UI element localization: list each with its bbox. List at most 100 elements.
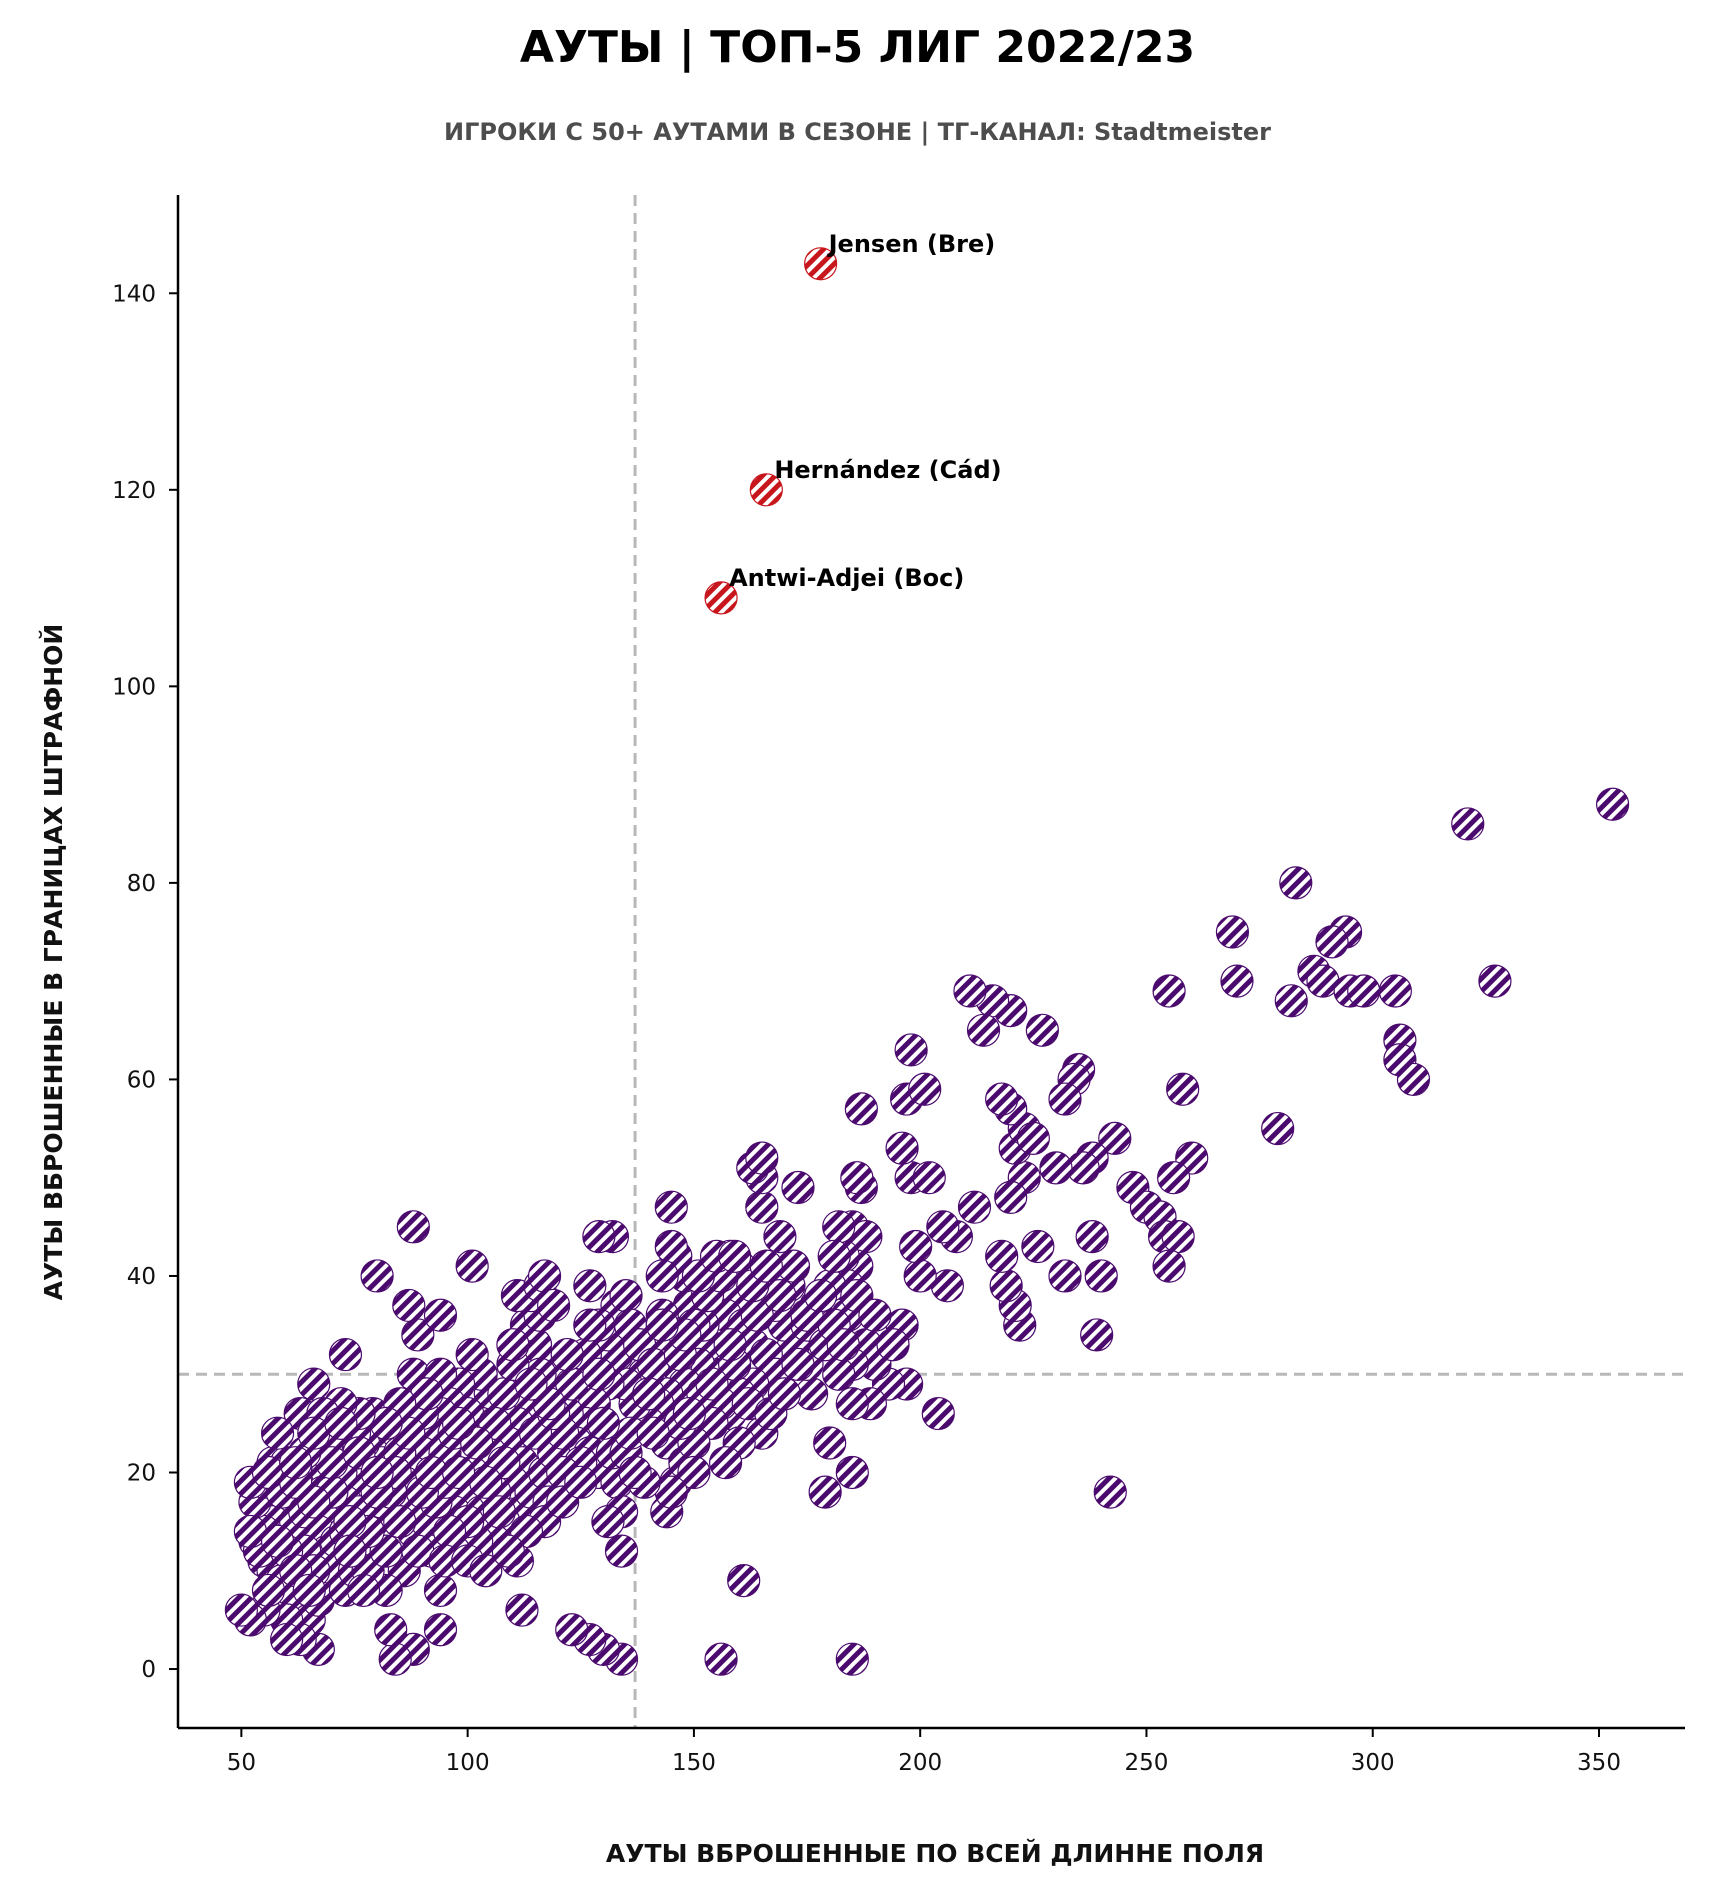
scatter-point: [260, 1524, 295, 1558]
scatter-point: [1220, 964, 1254, 998]
reference-lines: [178, 195, 1685, 1728]
scatter-point: [328, 1337, 363, 1372]
scatter-point: [1021, 1229, 1055, 1264]
scatter-point: [835, 1455, 869, 1490]
scatter-point: [505, 1593, 539, 1627]
scatter-point: [1152, 1249, 1186, 1283]
scatter-point: [514, 1367, 548, 1401]
scatter-point: [1048, 1259, 1082, 1293]
scatter-point: [392, 1288, 426, 1323]
scatter-point: [586, 1406, 620, 1440]
scatter-point: [1315, 925, 1349, 959]
scatter-point: [270, 1622, 304, 1657]
scatter-point: [994, 1180, 1028, 1214]
scatter-point: [618, 1455, 652, 1490]
scatter-point: [835, 1642, 869, 1676]
scatter-point: [582, 1357, 616, 1391]
scatter-point: [609, 1279, 643, 1313]
highlighted-point: [704, 581, 738, 615]
scatter-point: [360, 1259, 394, 1293]
scatter-point: [360, 1455, 394, 1490]
scatter-point: [899, 1229, 933, 1264]
y-tick-label: 80: [127, 871, 156, 897]
scatter-point: [1098, 1121, 1132, 1155]
highlighted-points: Jensen (Bre) Hernández (Cád) Antwi-Adjei (…: [704, 230, 1002, 615]
scatter-point: [224, 1593, 258, 1627]
scatter-point: [555, 1613, 589, 1647]
axes: 50 100 150 200 250 300 350 0 20 40 60 80 100 120 140: [112, 195, 1685, 1776]
scatter-point: [908, 1072, 942, 1106]
scatter-point: [894, 1033, 928, 1067]
scatter-point: [745, 1141, 779, 1175]
scatter-point: [396, 1210, 430, 1244]
scatter-point: [826, 1328, 860, 1362]
scatter-point: [1016, 1121, 1050, 1155]
point-annotation: Antwi-Adjei (Boc): [729, 564, 964, 592]
scatter-point: [1084, 1259, 1118, 1293]
scatter-point: [1048, 1082, 1082, 1116]
scatter-point: [1152, 974, 1186, 1008]
scatter-point: [957, 1190, 992, 1224]
scatter-point: [573, 1269, 607, 1303]
x-tick-label: 50: [227, 1750, 256, 1776]
scatter-point: [858, 1298, 892, 1332]
scatter-point: [632, 1377, 666, 1411]
scatter-point: [727, 1563, 761, 1598]
scatter-point: [527, 1259, 562, 1293]
scatter-point: [550, 1337, 584, 1372]
scatter-point: [704, 1642, 738, 1676]
scatter-point: [835, 1387, 869, 1421]
scatter-point: [985, 1239, 1019, 1273]
scatter-point: [654, 1229, 688, 1264]
scatter-point: [482, 1495, 516, 1529]
scatter-point: [423, 1298, 458, 1332]
scatter-point: [1215, 915, 1250, 949]
scatter-point: [921, 1396, 955, 1431]
scatter-point: [1274, 984, 1308, 1018]
scatter-point: [1157, 1161, 1191, 1195]
scatter-point: [383, 1505, 417, 1539]
scatter-point: [885, 1131, 919, 1165]
scatter-point: [781, 1347, 815, 1382]
x-tick-label: 150: [672, 1750, 716, 1776]
scatter-point: [1080, 1318, 1114, 1352]
scatter-point: [840, 1161, 874, 1195]
scatter-point: [604, 1534, 639, 1568]
scatter-point: [374, 1613, 408, 1647]
scatter-point: [1166, 1072, 1200, 1106]
scatter-point: [423, 1613, 458, 1647]
scatter-point: [441, 1406, 476, 1440]
scatter-point: [496, 1328, 530, 1362]
scatter-point: [591, 1505, 625, 1539]
scatter-point: [1347, 974, 1381, 1008]
scatter-point: [1396, 1062, 1431, 1097]
scatter-point: [636, 1416, 670, 1450]
chart-title: АУТЫ | ТОП-5 ЛИГ 2022/23: [519, 22, 1196, 73]
y-tick-label: 0: [141, 1657, 156, 1683]
scatter-point: [469, 1554, 503, 1588]
scatter-point: [432, 1514, 467, 1549]
scatter-point: [1025, 1013, 1059, 1047]
scatter-point: [804, 1279, 838, 1313]
scatter-point: [926, 1210, 960, 1244]
scatter-point: [822, 1357, 856, 1391]
scatter-point: [749, 1249, 783, 1283]
scatter-point: [1161, 1220, 1195, 1254]
scatter-point: [1451, 807, 1485, 841]
scatter-point: [966, 1013, 1001, 1047]
point-annotation: Jensen (Bre): [827, 230, 996, 258]
scatter-point: [455, 1337, 489, 1372]
scatter-point: [441, 1455, 476, 1490]
scatter-point: [876, 1328, 910, 1362]
x-tick-label: 100: [446, 1750, 490, 1776]
scatter-point: [297, 1367, 331, 1401]
scatter-point: [279, 1446, 313, 1480]
scatter-point: [985, 1082, 1019, 1116]
scatter-point: [817, 1239, 851, 1273]
scatter-point: [695, 1367, 729, 1401]
scatter-point: [822, 1210, 856, 1244]
scatter-point: [564, 1465, 598, 1499]
y-tick-label: 140: [112, 281, 156, 307]
scatter-point: [455, 1249, 489, 1283]
